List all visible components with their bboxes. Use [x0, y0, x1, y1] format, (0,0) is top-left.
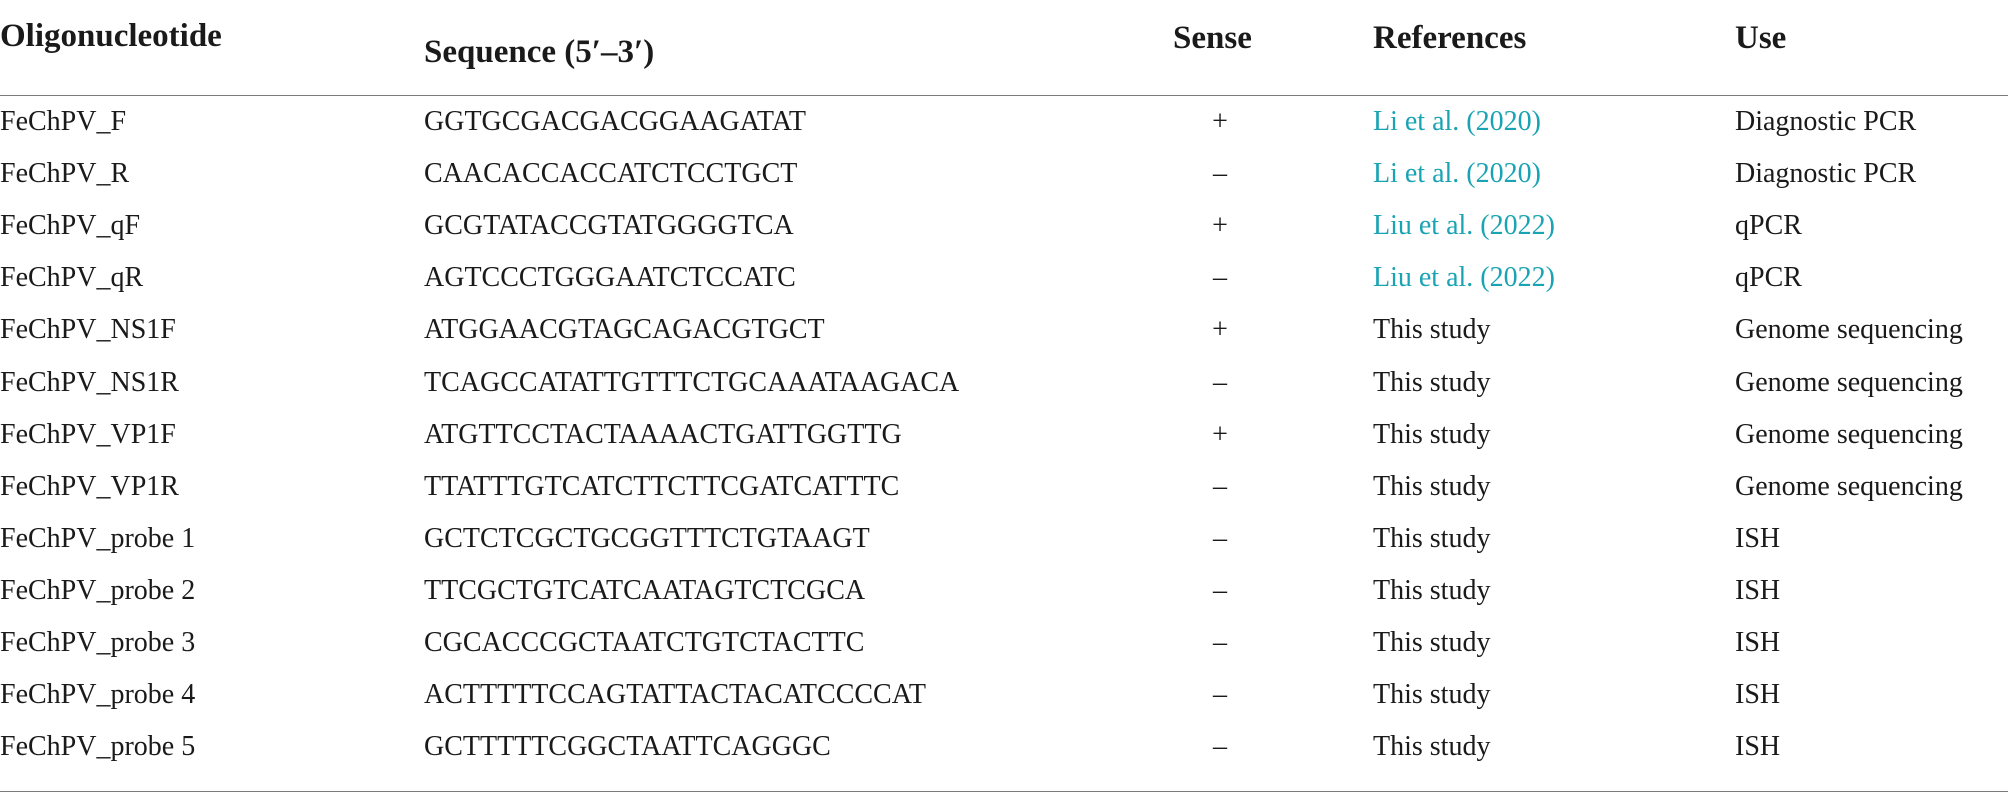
header-oligonucleotide: Oligonucleotide [0, 18, 222, 54]
sequence-cell: ATGGAACGTAGCAGACGTGCT [424, 314, 825, 346]
table-row: FeChPV_probe 4 ACTTTTTCCAGTATTACTACATCCCC… [0, 677, 2008, 729]
use-cell: qPCR [1735, 210, 1802, 242]
sense-cell: – [1213, 366, 1227, 398]
sense-cell: – [1213, 470, 1227, 502]
sequence-cell: GCTCTCGCTGCGGTTTCTGTAAGT [424, 522, 870, 554]
use-cell: qPCR [1735, 262, 1802, 294]
sequence-cell: GGTGCGACGACGGAAGATAT [424, 106, 806, 137]
header-sense: Sense [1173, 20, 1252, 56]
reference-link[interactable]: Liu et al. (2022) [1373, 262, 1555, 294]
sense-cell: – [1213, 574, 1227, 606]
table-row: FeChPV_VP1R TTATTTGTCATCTTCTTCGATCATTTC – T… [0, 469, 2008, 521]
table-row: FeChPV_NS1R TCAGCCATATTGTTTCTGCAAATAAGACA… [0, 365, 2008, 417]
use-cell: ISH [1735, 731, 1781, 763]
sense-cell: + [1212, 418, 1228, 450]
sequence-cell: CGCACCCGCTAATCTGTCTACTTC [424, 627, 865, 658]
reference-cell: This study [1373, 731, 1491, 763]
sequence-cell: GCTTTTTCGGCTAATTCAGGGC [424, 731, 831, 763]
header-sequence: Sequence (5′–3′) [424, 34, 655, 70]
table-row: FeChPV_VP1F ATGTTCCTACTAAAACTGATTGGTTG + Th… [0, 417, 2008, 469]
use-cell: ISH [1735, 679, 1781, 711]
table-row: FeChPV_R CAACACCACCATCTCCTGCT – Li et al. (… [0, 156, 2008, 208]
oligo-cell: FeChPV_probe 1 [0, 522, 196, 554]
table-row: FeChPV_qR AGTCCCTGGGAATCTCCATC – Liu et al.… [0, 260, 2008, 312]
reference-cell: This study [1373, 314, 1491, 346]
table-row: FeChPV_qF GCGTATACCGTATGGGGTCA + Liu et al.… [0, 208, 2008, 260]
use-cell: Diagnostic PCR [1735, 106, 1917, 137]
header-references: References [1373, 20, 1527, 56]
sense-cell: + [1212, 210, 1228, 242]
use-cell: Genome sequencing [1735, 470, 1963, 502]
header-rule [0, 95, 2008, 96]
table-row: FeChPV_F GGTGCGACGACGGAAGATAT + Li et al. (… [0, 104, 2008, 156]
oligo-cell: FeChPV_probe 5 [0, 731, 196, 763]
table-row: FeChPV_probe 1 GCTCTCGCTGCGGTTTCTGTAAGT – T… [0, 521, 2008, 573]
oligo-cell: FeChPV_VP1R [0, 470, 179, 502]
sequence-cell: ACTTTTTCCAGTATTACTACATCCCCAT [424, 679, 926, 711]
use-cell: Diagnostic PCR [1735, 158, 1917, 190]
oligo-cell: FeChPV_NS1R [0, 366, 179, 398]
sense-cell: + [1212, 106, 1228, 137]
table-row: FeChPV_NS1F ATGGAACGTAGCAGACGTGCT + This st… [0, 312, 2008, 364]
reference-cell: This study [1373, 522, 1491, 554]
reference-cell: This study [1373, 470, 1491, 502]
reference-link[interactable]: Liu et al. (2022) [1373, 210, 1555, 242]
header-use: Use [1735, 20, 1787, 56]
sequence-cell: TTATTTGTCATCTTCTTCGATCATTTC [424, 470, 900, 502]
sense-cell: + [1212, 314, 1228, 346]
sense-cell: – [1213, 679, 1227, 711]
table-row: FeChPV_probe 3 CGCACCCGCTAATCTGTCTACTTC – T… [0, 625, 2008, 677]
sequence-cell: CAACACCACCATCTCCTGCT [424, 158, 798, 190]
oligo-cell: FeChPV_R [0, 158, 130, 190]
reference-link[interactable]: Li et al. (2020) [1373, 106, 1541, 137]
bottom-rule [0, 791, 2008, 792]
use-cell: ISH [1735, 627, 1781, 658]
reference-cell: This study [1373, 366, 1491, 398]
sequence-cell: TTCGCTGTCATCAATAGTCTCGCA [424, 574, 866, 606]
sense-cell: – [1213, 158, 1227, 190]
table-row: FeChPV_probe 2 TTCGCTGTCATCAATAGTCTCGCA – T… [0, 573, 2008, 625]
reference-cell: This study [1373, 627, 1491, 658]
oligo-cell: FeChPV_probe 3 [0, 627, 196, 658]
sequence-cell: TCAGCCATATTGTTTCTGCAAATAAGACA [424, 366, 960, 398]
reference-cell: This study [1373, 418, 1491, 450]
reference-link[interactable]: Li et al. (2020) [1373, 158, 1541, 190]
oligo-cell: FeChPV_probe 4 [0, 679, 196, 711]
sequence-cell: GCGTATACCGTATGGGGTCA [424, 210, 794, 242]
sense-cell: – [1213, 731, 1227, 763]
use-cell: Genome sequencing [1735, 366, 1963, 398]
use-cell: Genome sequencing [1735, 418, 1963, 450]
use-cell: Genome sequencing [1735, 314, 1963, 346]
reference-cell: This study [1373, 679, 1491, 711]
sense-cell: – [1213, 522, 1227, 554]
sense-cell: – [1213, 627, 1227, 658]
table-row: FeChPV_probe 5 GCTTTTTCGGCTAATTCAGGGC – Thi… [0, 729, 2008, 781]
oligo-cell: FeChPV_qR [0, 262, 144, 294]
use-cell: ISH [1735, 522, 1781, 554]
use-cell: ISH [1735, 574, 1781, 606]
sequence-cell: ATGTTCCTACTAAAACTGATTGGTTG [424, 418, 902, 450]
oligo-cell: FeChPV_F [0, 106, 127, 137]
oligo-cell: FeChPV_probe 2 [0, 574, 196, 606]
reference-cell: This study [1373, 574, 1491, 606]
sense-cell: – [1213, 262, 1227, 294]
oligo-cell: FeChPV_VP1F [0, 418, 176, 450]
oligo-cell: FeChPV_qF [0, 210, 141, 242]
oligo-cell: FeChPV_NS1F [0, 314, 176, 346]
sequence-cell: AGTCCCTGGGAATCTCCATC [424, 262, 796, 294]
